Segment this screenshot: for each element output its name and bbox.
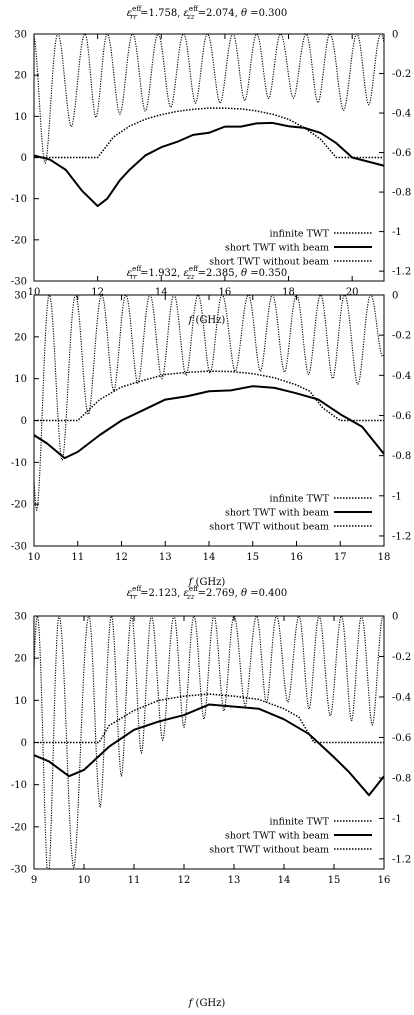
x-tick-label: 18 (378, 552, 391, 563)
y-tick-label: 20 (14, 71, 27, 82)
x-tick-label: 11 (128, 875, 141, 886)
x-tick-label: 14 (155, 287, 168, 298)
x-tick-label: 13 (159, 552, 172, 563)
x-tick-label: 11 (71, 552, 84, 563)
series-line-without-beam (34, 295, 384, 512)
x-tick-label: 15 (328, 875, 341, 886)
y2-tick-label: -0.8 (392, 451, 411, 462)
y-tick-label: -10 (11, 194, 27, 205)
x-tick-label: 9 (31, 875, 37, 886)
legend-label: short TWT with beam (225, 508, 329, 519)
x-tick-label: 10 (78, 875, 91, 886)
y-tick-label: 30 (14, 30, 27, 41)
x-tick-label: 12 (91, 287, 104, 298)
y2-tick-label: -0.6 (392, 733, 411, 744)
y2-tick-label: -0.2 (392, 69, 411, 80)
x-tick-label: 16 (378, 875, 391, 886)
x-axis-label: f (GHz) (188, 998, 226, 1009)
chart-title: εeff rr =2.123, εeff zz =2.769, θ =0.400 (127, 585, 287, 601)
y-tick-label: 30 (14, 612, 27, 623)
series-line-without-beam (34, 34, 384, 165)
x-tick-label: 16 (219, 287, 232, 298)
series-line-infinite (34, 370, 384, 422)
y2-tick-label: -1 (392, 814, 402, 825)
chart-panel-1: εeff rr =1.758, εeff zz =2.074, θ =0.300 10… (11, 5, 411, 326)
y2-tick-label: -0.6 (392, 148, 411, 159)
y2-tick-label: -0.2 (392, 331, 411, 342)
x-axis-label: f (GHz) (188, 577, 226, 588)
y2-tick-label: -0.8 (392, 188, 411, 199)
series-line-infinite (34, 693, 384, 744)
y2-tick-label: 0 (392, 30, 398, 41)
x-tick-label: 17 (334, 552, 347, 563)
legend-label: short TWT without beam (209, 257, 329, 268)
y-tick-label: -10 (11, 780, 27, 791)
series-group (34, 295, 384, 512)
y-tick-label: 10 (14, 112, 27, 123)
plot-frame (33, 294, 385, 547)
x-tick-label: 15 (246, 552, 259, 563)
series-line-with-beam (34, 385, 384, 460)
y-tick-label: 0 (21, 738, 27, 749)
y-tick-label: 20 (14, 654, 27, 665)
y-tick-label: 10 (14, 374, 27, 385)
x-tick-label: 14 (278, 875, 291, 886)
legend-label: infinite TWT (269, 817, 329, 828)
y2-tick-label: -0.4 (392, 109, 411, 120)
legend-label: infinite TWT (269, 229, 329, 240)
y-tick-label: 10 (14, 696, 27, 707)
y-tick-label: -20 (11, 235, 27, 246)
y2-tick-label: -0.8 (392, 773, 411, 784)
y-tick-label: -30 (11, 865, 27, 876)
series-line-without-beam (34, 616, 384, 869)
y2-tick-label: -0.6 (392, 411, 411, 422)
y-tick-label: -20 (11, 822, 27, 833)
y2-tick-label: -0.4 (392, 692, 411, 703)
series-group (34, 34, 384, 208)
x-tick-label: 10 (28, 552, 41, 563)
x-tick-label: 14 (203, 552, 216, 563)
y2-tick-label: -0.4 (392, 371, 411, 382)
y-tick-label: -10 (11, 458, 27, 469)
y-tick-label: 0 (21, 416, 27, 427)
y2-tick-label: -1.2 (392, 854, 411, 865)
y-tick-label: 0 (21, 153, 27, 164)
chart-title: εeff rr =1.758, εeff zz =2.074, θ =0.300 (127, 5, 287, 21)
series-group (34, 616, 384, 869)
x-tick-label: 13 (228, 875, 241, 886)
x-tick-label: 18 (282, 287, 295, 298)
legend-label: short TWT with beam (225, 831, 329, 842)
chart-panel-3: εeff rr =2.123, εeff zz =2.769, θ =0.400 9 1… (11, 585, 411, 1009)
y-tick-label: -30 (11, 277, 27, 288)
legend-label: short TWT without beam (209, 522, 329, 533)
y2-tick-label: -1 (392, 227, 402, 238)
series-line-with-beam (34, 121, 384, 208)
y-tick-label: 30 (14, 291, 27, 302)
y2-tick-label: 0 (392, 612, 398, 623)
x-tick-label: 20 (346, 287, 359, 298)
x-tick-label: 16 (290, 552, 303, 563)
x-axis-label: f (GHz) (188, 315, 226, 326)
y-tick-label: -30 (11, 542, 27, 553)
legend-label: short TWT without beam (209, 845, 329, 856)
legend-label: short TWT with beam (225, 243, 329, 254)
x-tick-label: 10 (28, 287, 41, 298)
y2-tick-label: -1.2 (392, 267, 411, 278)
x-tick-label: 12 (115, 552, 128, 563)
y2-tick-label: -1 (392, 491, 402, 502)
series-line-infinite (34, 107, 384, 159)
legend-label: infinite TWT (269, 494, 329, 505)
y2-tick-label: -0.2 (392, 652, 411, 663)
y2-tick-label: 0 (392, 291, 398, 302)
x-tick-label: 12 (178, 875, 191, 886)
y2-tick-label: -1.2 (392, 531, 411, 542)
y-tick-label: -20 (11, 500, 27, 511)
series-line-with-beam (34, 703, 384, 797)
y-tick-label: 20 (14, 332, 27, 343)
chart-panel-2: εeff rr =1.932, εeff zz =2.385, θ =0.350 10… (11, 265, 411, 588)
chart-title: εeff rr =1.932, εeff zz =2.385, θ =0.350 (127, 265, 287, 281)
